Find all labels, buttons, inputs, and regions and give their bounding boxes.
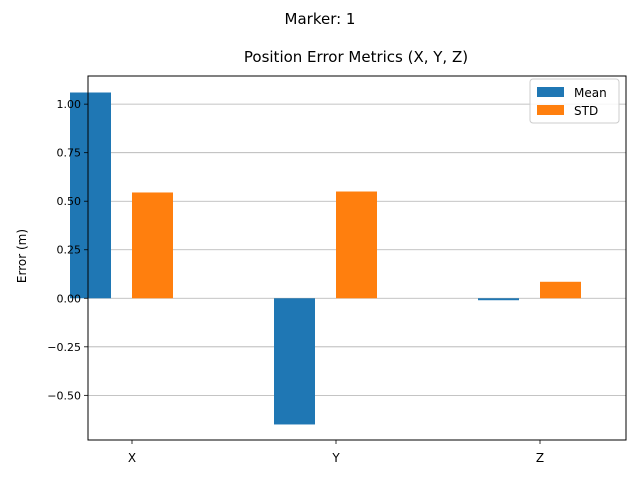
plot-frame bbox=[87, 75, 627, 441]
x-tick-label: X bbox=[128, 451, 136, 465]
y-tick-label: −0.50 bbox=[47, 389, 81, 402]
legend-swatch-mean bbox=[537, 87, 564, 97]
y-tick-label: −0.25 bbox=[47, 341, 81, 354]
bars bbox=[70, 92, 581, 425]
y-axis-label: Error (m) bbox=[15, 229, 29, 283]
bar-mean-x bbox=[70, 92, 111, 299]
x-axis-ticks: X Y Z bbox=[128, 440, 544, 465]
y-tick-label: 0.25 bbox=[57, 244, 82, 257]
y-tick-label: 0.00 bbox=[57, 292, 82, 305]
legend-swatch-std bbox=[537, 105, 564, 115]
figure-suptitle: Marker: 1 bbox=[285, 10, 356, 28]
chart-title: Position Error Metrics (X, Y, Z) bbox=[244, 48, 468, 66]
legend: Mean STD bbox=[529, 78, 620, 124]
x-tick-label: Z bbox=[536, 451, 544, 465]
legend-label-std: STD bbox=[574, 104, 598, 118]
y-axis-ticks: −0.50 −0.25 0.00 0.25 0.50 0.75 1.00 bbox=[47, 98, 88, 402]
bar-std-z bbox=[540, 281, 581, 299]
y-tick-label: 0.50 bbox=[57, 195, 82, 208]
x-tick-label: Y bbox=[331, 451, 340, 465]
bar-std-y bbox=[336, 191, 377, 299]
bar-mean-z bbox=[478, 298, 519, 301]
y-tick-label: 0.75 bbox=[57, 147, 82, 160]
bar-std-x bbox=[132, 192, 173, 299]
legend-label-mean: Mean bbox=[574, 86, 607, 100]
bar-mean-y bbox=[274, 298, 315, 425]
y-tick-label: 1.00 bbox=[57, 98, 82, 111]
